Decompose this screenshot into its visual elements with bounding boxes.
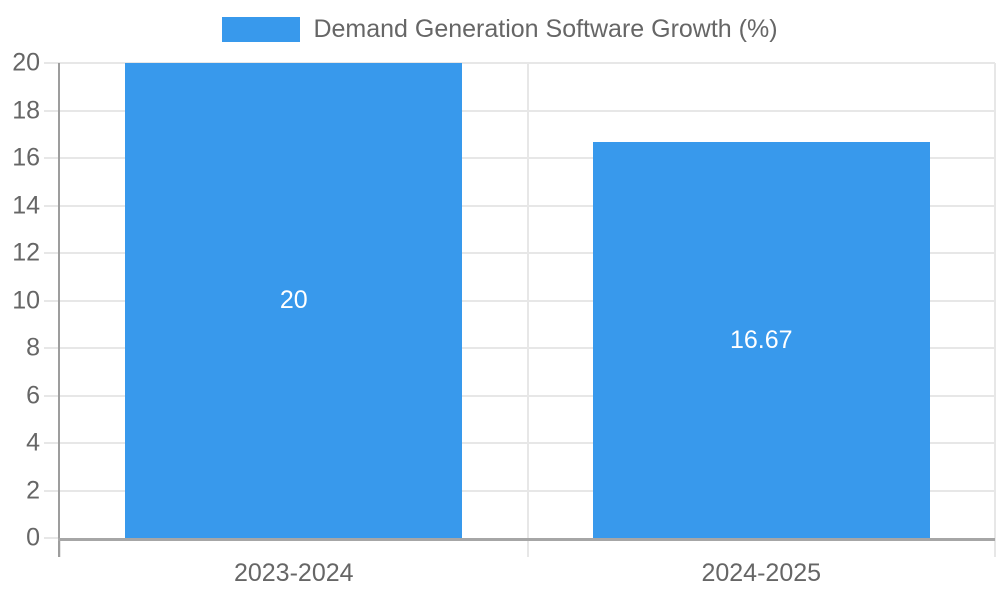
y-tick-mark (44, 394, 60, 397)
y-tick-label: 14 (12, 191, 40, 219)
x-tick-mark (59, 538, 61, 557)
y-tick-label: 18 (12, 96, 40, 124)
x-tick-label: 2023-2024 (233, 559, 354, 587)
x-axis-line (58, 538, 995, 541)
y-tick-label: 2 (26, 476, 40, 504)
chart-legend[interactable]: Demand Generation Software Growth (%) (0, 17, 1000, 42)
bar-value-label: 20 (279, 286, 308, 314)
bar[interactable]: 16.67 (592, 142, 930, 538)
y-tick-label: 8 (26, 333, 40, 362)
y-tick-mark (44, 62, 60, 64)
legend-swatch (222, 17, 301, 42)
y-tick-label: 6 (26, 381, 40, 409)
y-tick-mark (44, 157, 60, 159)
x-tick-mark (994, 538, 996, 557)
y-axis-line (58, 63, 60, 557)
bar[interactable]: 20 (125, 63, 463, 538)
y-tick-label: 12 (12, 238, 40, 267)
y-tick-mark (44, 109, 60, 112)
bar-value-label: 16.67 (729, 325, 793, 354)
y-tick-label: 0 (26, 523, 40, 552)
y-tick-label: 20 (12, 48, 40, 77)
y-tick-label: 10 (12, 286, 40, 314)
gridline (994, 63, 996, 538)
plot-area: 0 2 4 6 8 10 12 14 16 18 20 20 2023-2024 16.67 2024-20… (12, 50, 996, 586)
gridline (526, 63, 529, 538)
y-tick-mark (44, 537, 60, 539)
x-tick-mark (526, 538, 529, 557)
y-tick-mark (44, 204, 60, 207)
y-tick-mark (44, 489, 60, 492)
y-tick-mark (44, 442, 60, 444)
y-tick-mark (44, 347, 60, 349)
y-tick-label: 4 (26, 428, 40, 457)
y-tick-mark (44, 299, 60, 302)
y-tick-label: 16 (12, 143, 40, 172)
legend-label: Demand Generation Software Growth (%) (313, 15, 778, 43)
y-tick-mark (44, 252, 60, 254)
x-tick-label: 2024-2025 (701, 559, 822, 587)
